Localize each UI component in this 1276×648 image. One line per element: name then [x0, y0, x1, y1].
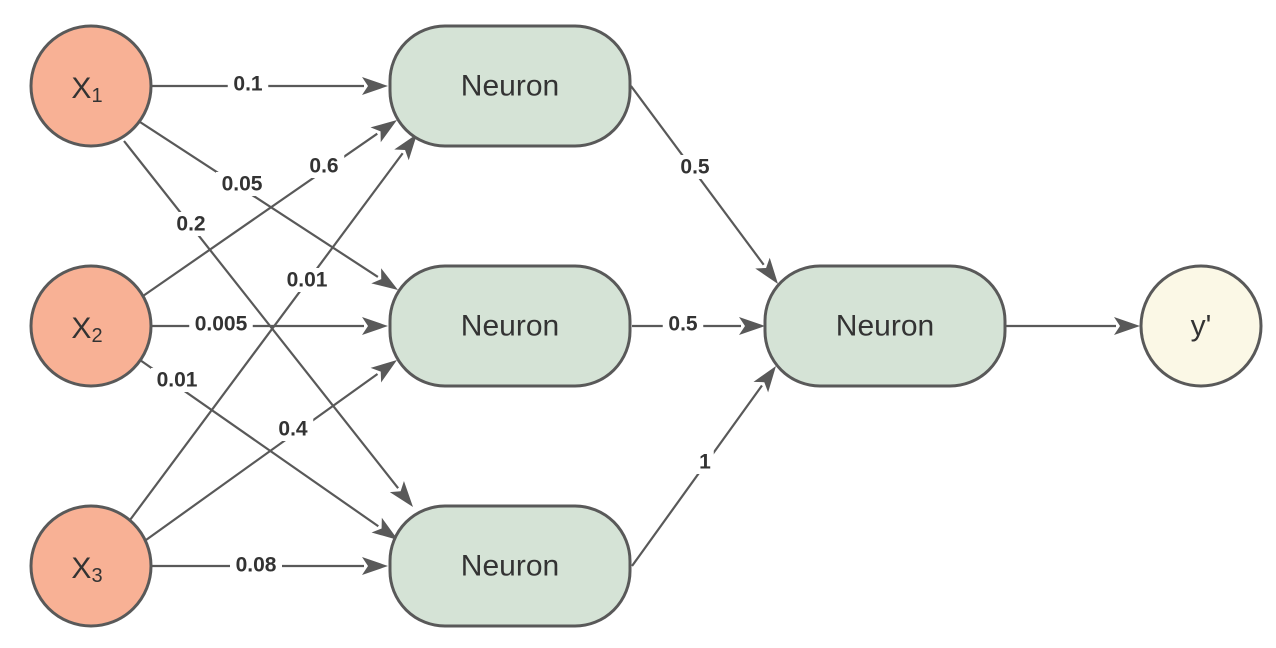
- arrowhead-h1-o1: [755, 258, 778, 284]
- weight-text-h3-o1: 1: [699, 451, 711, 474]
- weight-label-h1-o1: 0.5: [675, 155, 716, 179]
- arrowhead-x1-h1: [362, 77, 388, 95]
- weight-text-x3-h1: 0.01: [287, 269, 328, 292]
- edge-line-x3-h2: [146, 374, 377, 540]
- weight-label-x1-h2: 0.05: [216, 172, 268, 196]
- weight-label-x2-h2: 0.005: [189, 312, 253, 336]
- weight-text-x2-h1: 0.6: [309, 155, 338, 178]
- input-base-x3: X: [71, 552, 91, 585]
- weight-text-x1-h1: 0.1: [233, 73, 263, 96]
- arrowhead-x1-h3: [390, 481, 413, 507]
- input-base-x1: X: [71, 72, 91, 105]
- weight-text-h2-o1: 0.5: [668, 313, 698, 336]
- weight-text-x3-h2: 0.4: [278, 418, 308, 441]
- hidden-neuron-label-h3: Neuron: [461, 550, 559, 583]
- weight-label-h2-o1: 0.5: [663, 312, 704, 336]
- prediction-label: y': [1191, 310, 1212, 343]
- arrowhead-o1-y: [1114, 317, 1140, 335]
- hidden-neuron-label-h1: Neuron: [461, 70, 559, 103]
- weight-label-x2-h3: 0.01: [151, 368, 203, 392]
- arrowhead-x3-h2: [371, 360, 397, 382]
- weight-label-x3-h1: 0.01: [281, 268, 333, 292]
- hidden-neuron-label-h2: Neuron: [461, 310, 559, 343]
- weight-text-x2-h2: 0.005: [195, 313, 248, 336]
- arrowhead-x3-h3: [362, 557, 388, 575]
- arrowhead-x2-h1: [371, 120, 397, 142]
- arrowhead-x2-h2: [362, 317, 388, 335]
- weight-text-x1-h2: 0.05: [222, 173, 263, 196]
- output-neuron-label-o1: Neuron: [836, 310, 934, 343]
- edge-line-h3-o1: [632, 385, 762, 566]
- input-node-x2: X2: [31, 266, 151, 386]
- edge-o1-y: [1006, 317, 1140, 335]
- input-subscript-x3: 3: [91, 565, 102, 587]
- hidden-neuron-h3: Neuron: [390, 506, 630, 626]
- input-base-x2: X: [71, 312, 91, 345]
- input-node-x3: X3: [31, 506, 151, 626]
- hidden-neuron-h1: Neuron: [390, 26, 630, 146]
- weight-text-h1-o1: 0.5: [680, 156, 710, 179]
- prediction-node: y': [1141, 266, 1261, 386]
- hidden-neuron-h2: Neuron: [390, 266, 630, 386]
- edge-x2-h1: [143, 120, 397, 296]
- arrowhead-h2-o1: [739, 317, 765, 335]
- weight-text-x3-h3: 0.08: [236, 554, 277, 577]
- weight-label-x1-h1: 0.1: [228, 72, 269, 96]
- edge-line-x3-h1: [130, 153, 403, 520]
- input-subscript-x1: 1: [91, 85, 102, 107]
- weight-label-x3-h3: 0.08: [230, 553, 282, 577]
- input-subscript-x2: 2: [91, 325, 102, 347]
- weight-label-x3-h2: 0.4: [273, 417, 314, 441]
- weight-label-h3-o1: 1: [696, 450, 714, 474]
- edge-line-x1-h2: [140, 122, 378, 277]
- weight-text-x2-h3: 0.01: [157, 369, 198, 392]
- weight-text-x1-h3: 0.2: [176, 213, 205, 236]
- arrowhead-h3-o1: [754, 366, 776, 392]
- weight-label-x2-h1: 0.6: [304, 154, 345, 178]
- edge-x1-h1: [152, 77, 388, 95]
- output-neuron-o1: Neuron: [765, 266, 1005, 386]
- arrowhead-x1-h2: [371, 268, 398, 290]
- edge-h1-o1: [631, 86, 778, 284]
- weight-label-x1-h3: 0.2: [171, 212, 212, 236]
- input-node-x1: X1: [31, 26, 151, 146]
